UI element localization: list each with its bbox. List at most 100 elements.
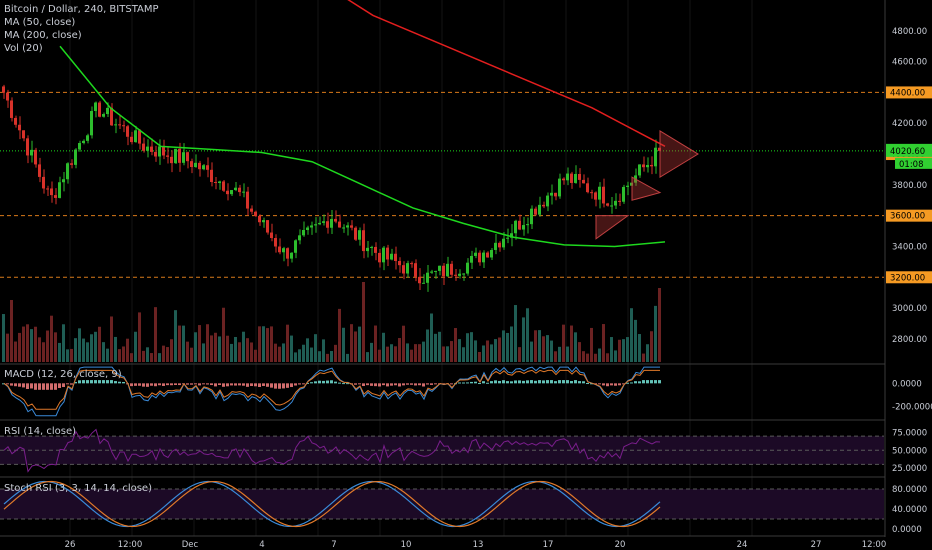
volume-bar: [322, 339, 325, 362]
candle-body: [610, 205, 613, 207]
candle-body: [358, 230, 361, 240]
candle-body: [530, 208, 533, 225]
time-tick-label: 26: [65, 540, 76, 550]
macd-histogram-bar: [558, 380, 561, 384]
candle-body: [150, 146, 153, 152]
macd-histogram-bar: [630, 382, 633, 384]
horizontal-levels: [0, 91, 884, 278]
volume-bar: [470, 332, 473, 362]
level-badge-label: 3200.00: [890, 273, 925, 283]
rsi-label[interactable]: RSI (14, close): [4, 426, 77, 437]
candle-body: [230, 190, 233, 195]
ma200-legend[interactable]: MA (200, close): [4, 30, 82, 41]
macd-histogram-bar: [178, 383, 181, 386]
candle-body: [126, 126, 129, 137]
macd-histogram-bar: [486, 382, 489, 384]
volume-bar: [402, 325, 405, 362]
volume-bar: [218, 336, 221, 362]
volume-bar: [350, 324, 353, 362]
moving-averages: [59, 0, 666, 248]
ma50-legend[interactable]: MA (50, close): [4, 17, 76, 28]
volume-bar: [398, 338, 401, 362]
candle-body: [282, 248, 285, 253]
macd-label[interactable]: MACD (12, 26, close, 9): [4, 369, 122, 380]
volume-bar: [58, 342, 61, 362]
macd-histogram-bar: [534, 380, 537, 384]
candle-body: [78, 143, 81, 150]
rsi-line: [3, 428, 661, 473]
macd-histogram-bar: [646, 380, 649, 384]
stoch-rsi-label[interactable]: Stoch RSI (3, 3, 14, 14, close): [4, 483, 152, 494]
candle-body: [582, 179, 585, 184]
candle-body: [122, 125, 125, 127]
macd-histogram-bar: [230, 383, 233, 386]
candle-body: [342, 227, 345, 229]
volume-bar: [190, 347, 193, 362]
volume-bar: [54, 332, 57, 362]
macd-histogram-bar: [470, 381, 473, 384]
candle-body: [514, 220, 517, 234]
macd-histogram-bar: [114, 381, 117, 384]
macd-histogram-bar: [390, 383, 393, 386]
macd-histogram-bar: [278, 383, 281, 389]
macd-histogram-bar: [302, 383, 305, 385]
macd-histogram-bar: [270, 383, 273, 388]
volume-bar: [466, 333, 469, 362]
macd-histogram-bar: [650, 380, 653, 384]
candle-body: [74, 149, 77, 165]
volume-bar: [490, 344, 493, 362]
macd-histogram-bar: [186, 383, 189, 385]
volume-bar: [66, 349, 69, 362]
candle-body: [354, 227, 357, 240]
candle-body: [394, 253, 397, 262]
volume-bar: [258, 326, 261, 362]
macd-histogram-bar: [150, 383, 153, 386]
candle-body: [418, 276, 421, 284]
candle-body: [334, 218, 337, 222]
macd-histogram-bar: [74, 381, 77, 384]
macd-histogram-bar: [550, 380, 553, 384]
candle-body: [478, 252, 481, 263]
volume-bar: [586, 353, 589, 362]
macd-histogram-bar: [410, 383, 413, 385]
volume-bar: [446, 346, 449, 362]
macd-histogram-bar: [374, 383, 377, 387]
symbol-title[interactable]: Bitcoin / Dollar, 240, BITSTAMP: [4, 4, 159, 15]
stoch-band: [0, 489, 884, 519]
candle-body: [262, 220, 265, 223]
candle-body: [138, 130, 141, 144]
volume-bar: [22, 326, 25, 362]
candle-body: [34, 149, 37, 165]
macd-histogram-bar: [654, 380, 657, 384]
candle-body: [310, 225, 313, 228]
volume-bar: [302, 344, 305, 362]
volume-bar: [106, 348, 109, 362]
volume-legend[interactable]: Vol (20): [4, 43, 43, 54]
candle-body: [494, 242, 497, 250]
candle-body: [90, 110, 93, 136]
volume-bar: [234, 336, 237, 362]
candle-body: [398, 261, 401, 266]
candle-body: [618, 200, 621, 202]
level-badge-label: 4400.00: [890, 88, 925, 98]
volume-bar: [178, 325, 181, 362]
volume-bar: [478, 351, 481, 362]
volume-bar: [354, 331, 357, 362]
candle-body: [498, 242, 501, 248]
volume-bar: [386, 346, 389, 362]
macd-histogram-bar: [538, 380, 541, 384]
price-tick-label: 2800.00: [892, 335, 927, 345]
macd-histogram-bar: [458, 382, 461, 384]
volume-bar: [598, 348, 601, 362]
candle-body: [114, 124, 117, 126]
volume-bar: [658, 288, 661, 362]
candle-body: [62, 179, 65, 183]
candle-body: [458, 273, 461, 276]
pattern-triangle-2: [631, 176, 662, 201]
candle-body: [206, 165, 209, 170]
countdown-badge: [895, 157, 932, 169]
volume-bar: [498, 337, 501, 362]
candle-body: [650, 164, 653, 167]
volume-bar: [370, 342, 373, 362]
